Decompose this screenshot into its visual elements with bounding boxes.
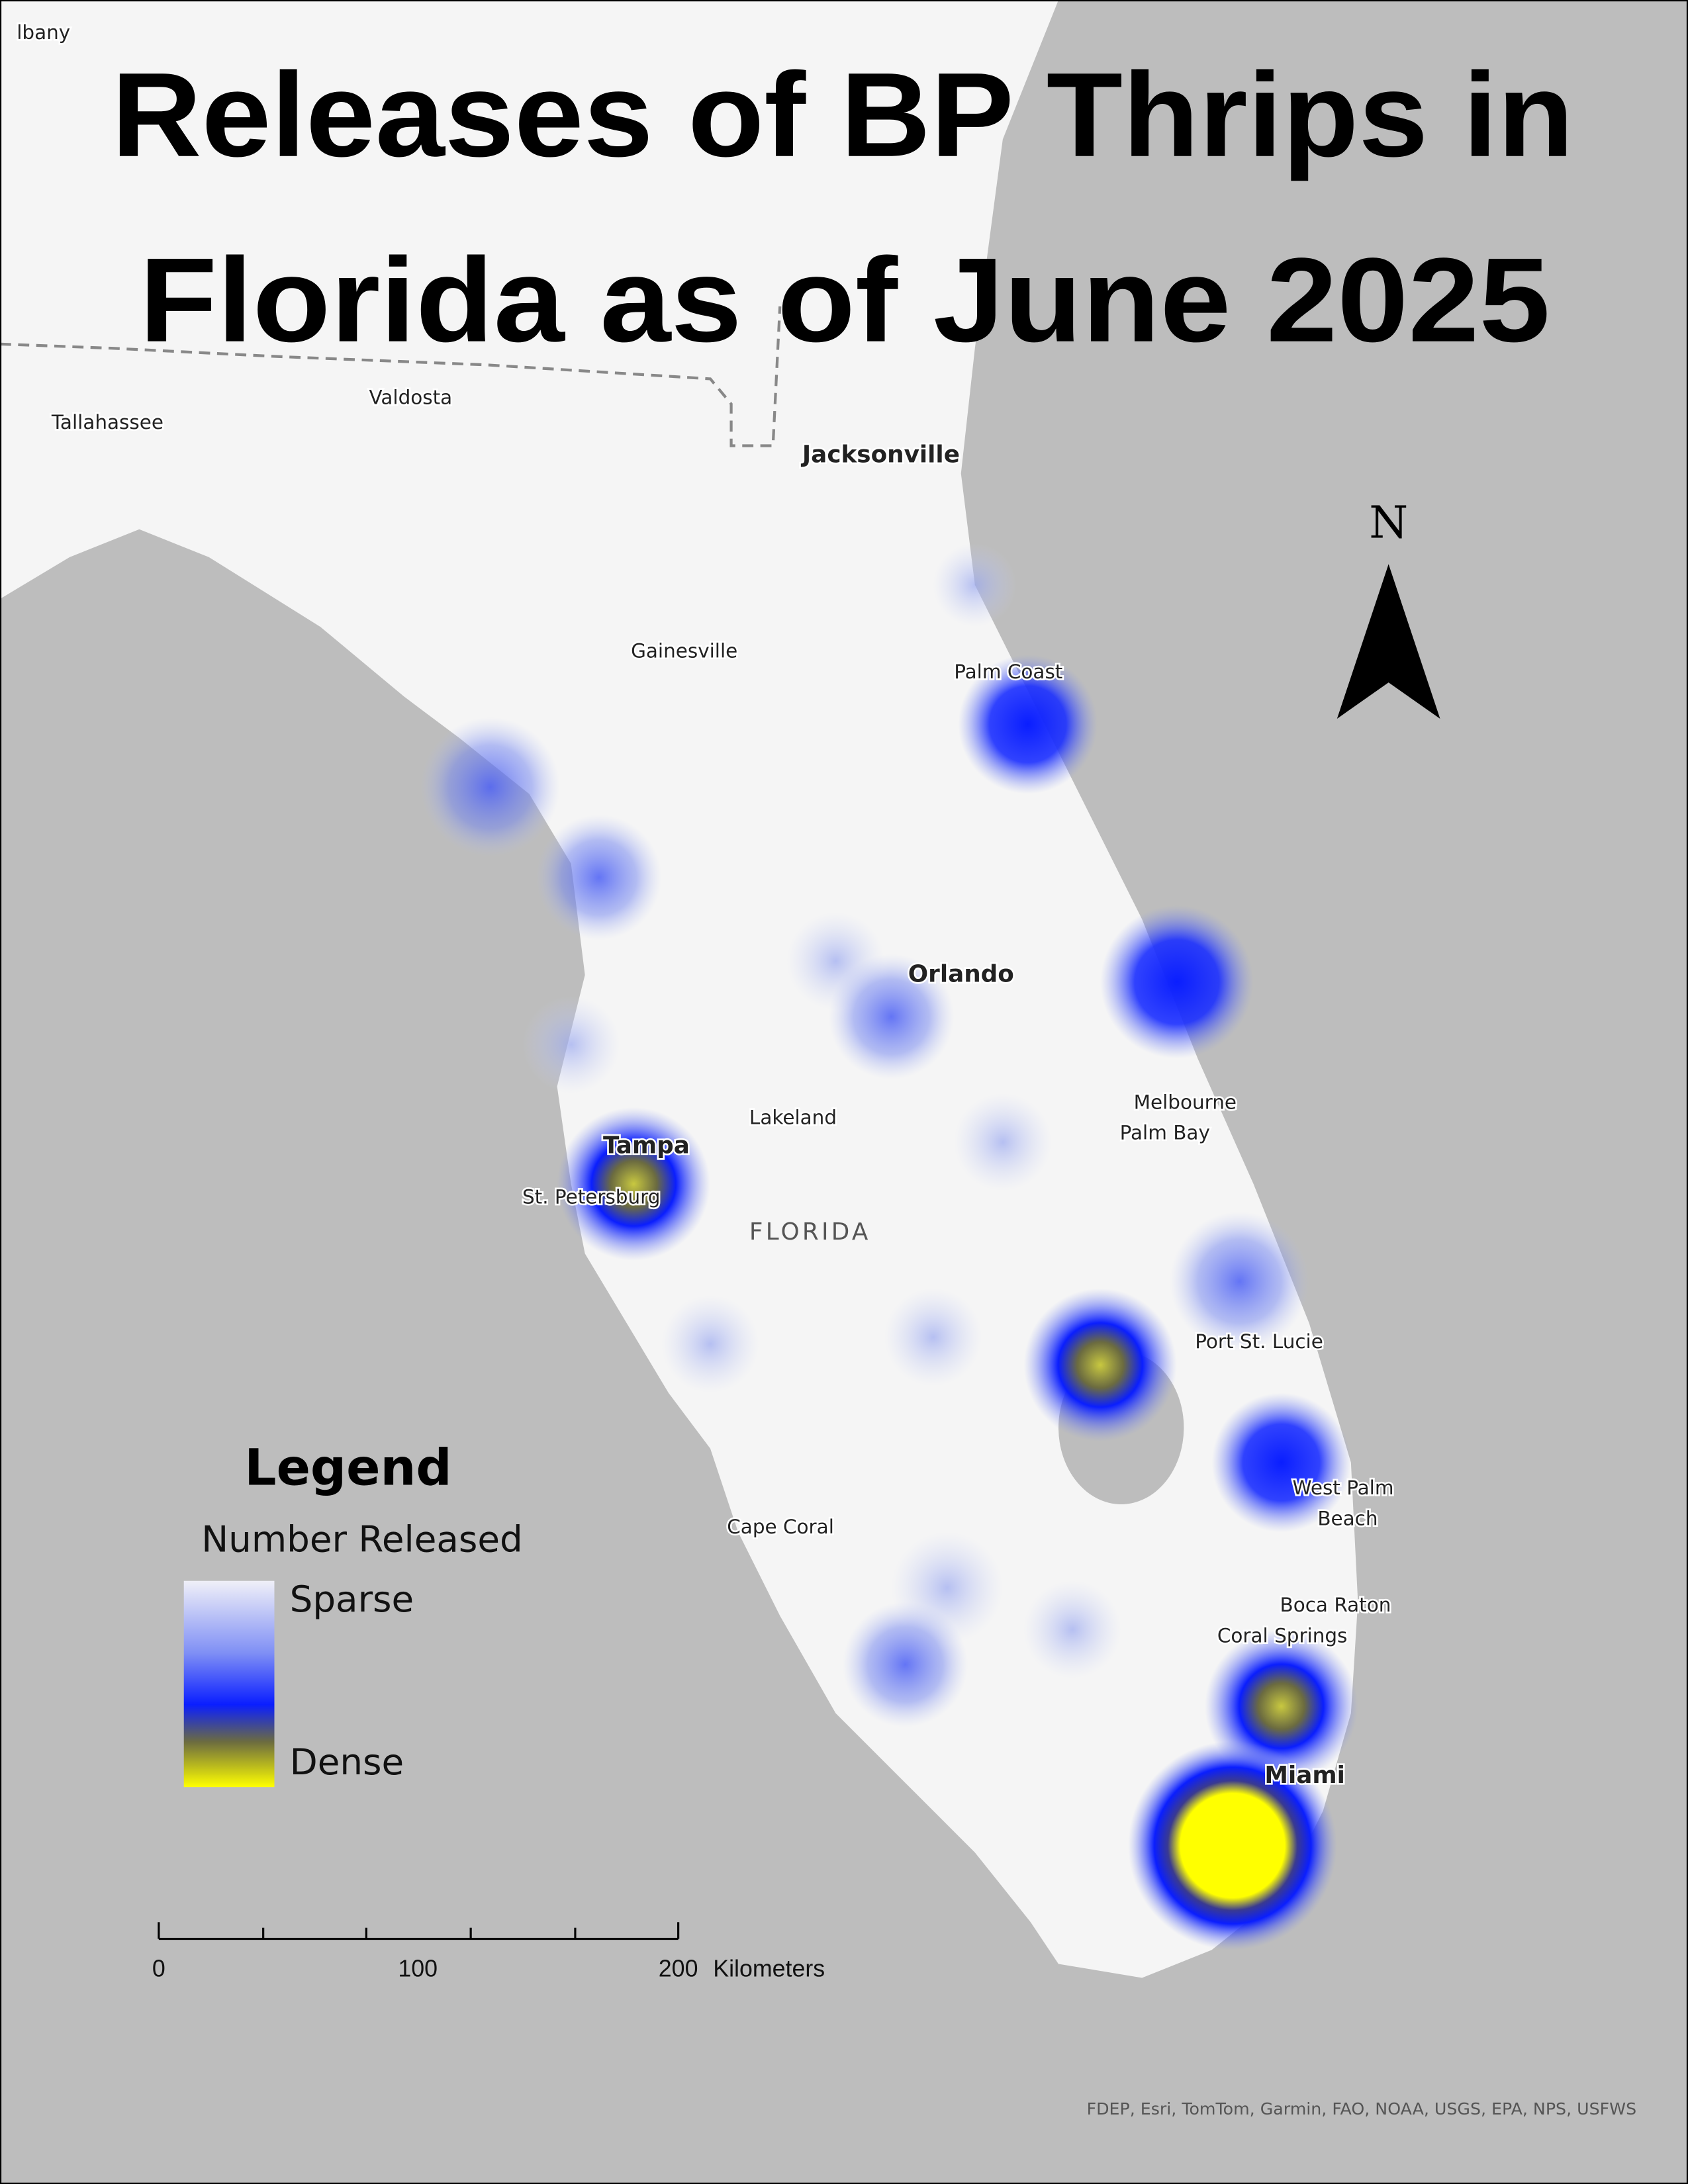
city-label-tampa: Tampa (603, 1132, 690, 1160)
city-label-orlando: Orlando (908, 961, 1014, 988)
legend-high-label: Dense (290, 1741, 404, 1783)
north-arrow: N (1336, 496, 1440, 719)
heat-spot (954, 1093, 1052, 1191)
city-label-palm-coast: Palm Coast (954, 660, 1062, 683)
scale-label-200: 200 (659, 1955, 698, 1981)
heat-spot (1100, 905, 1254, 1059)
scale-bar (158, 1922, 680, 1940)
city-label-gainesville: Gainesville (631, 639, 737, 662)
city-label-port-st-lucie: Port St. Lucie (1195, 1330, 1323, 1353)
city-label-tallahassee: Tallahassee (51, 411, 164, 433)
heat-spot (1170, 1211, 1309, 1351)
city-label-miami: Miami (1264, 1762, 1344, 1789)
city-label-west-palm-beach: Beach (1317, 1508, 1378, 1530)
heat-spot (933, 543, 1017, 627)
north-label: N (1369, 496, 1408, 548)
legend-low-label: Sparse (290, 1578, 414, 1620)
legend-title: Legend (244, 1438, 451, 1496)
scale-label-0: 0 (152, 1955, 165, 1981)
heat-spot (522, 995, 620, 1094)
heat-spot (1023, 1580, 1121, 1679)
heat-spot (536, 815, 662, 940)
heat-spot (958, 655, 1098, 794)
city-label-melbourne: Melbourne (1134, 1091, 1237, 1113)
heat-spot (1211, 1392, 1351, 1533)
heat-spot (884, 1288, 982, 1387)
heat-spot (1128, 1741, 1337, 1950)
legend-subtitle: Number Released (201, 1518, 523, 1561)
title-line-2: Florida as of June 2025 (139, 234, 1550, 367)
title: Releases of BP Thrips in Florida as of J… (111, 48, 1573, 367)
city-label-coral-springs: Coral Springs (1217, 1624, 1348, 1647)
scale-unit: Kilometers (713, 1955, 825, 1981)
city-label-jacksonville: Jacksonville (800, 441, 960, 469)
city-label-lakeland: Lakeland (749, 1106, 837, 1128)
land (0, 0, 1358, 1978)
city-label-palm-bay: Palm Bay (1120, 1122, 1210, 1144)
city-label-cape-coral: Cape Coral (727, 1516, 834, 1538)
heat-spot (828, 954, 955, 1080)
legend: Legend Number Released Sparse Dense (183, 1438, 523, 1788)
heat-spot (1023, 1288, 1177, 1442)
heat-spot (661, 1295, 759, 1393)
title-line-1: Releases of BP Thrips in (111, 48, 1573, 182)
city-label-albany: lbany (17, 21, 70, 44)
attribution: FDEP, Esri, TomTom, Garmin, FAO, NOAA, U… (1087, 2099, 1637, 2118)
heatmap (420, 543, 1358, 1950)
city-label-boca-raton: Boca Raton (1280, 1594, 1391, 1616)
city-labels: lbany Valdosta Tallahassee Jacksonville … (15, 19, 1396, 1790)
state-label: FLORIDA (749, 1218, 871, 1246)
heat-spot (420, 717, 560, 857)
city-label-st-petersburg: St. Petersburg (522, 1185, 660, 1208)
north-arrow-icon (1336, 564, 1440, 719)
scale-label-100: 100 (398, 1955, 438, 1981)
legend-color-ramp (183, 1580, 275, 1788)
city-label-valdosta: Valdosta (369, 386, 453, 408)
heat-spot (557, 1107, 711, 1261)
heat-spot (842, 1602, 968, 1727)
city-label-west-palm: West Palm (1292, 1477, 1393, 1499)
state-border (0, 306, 782, 447)
